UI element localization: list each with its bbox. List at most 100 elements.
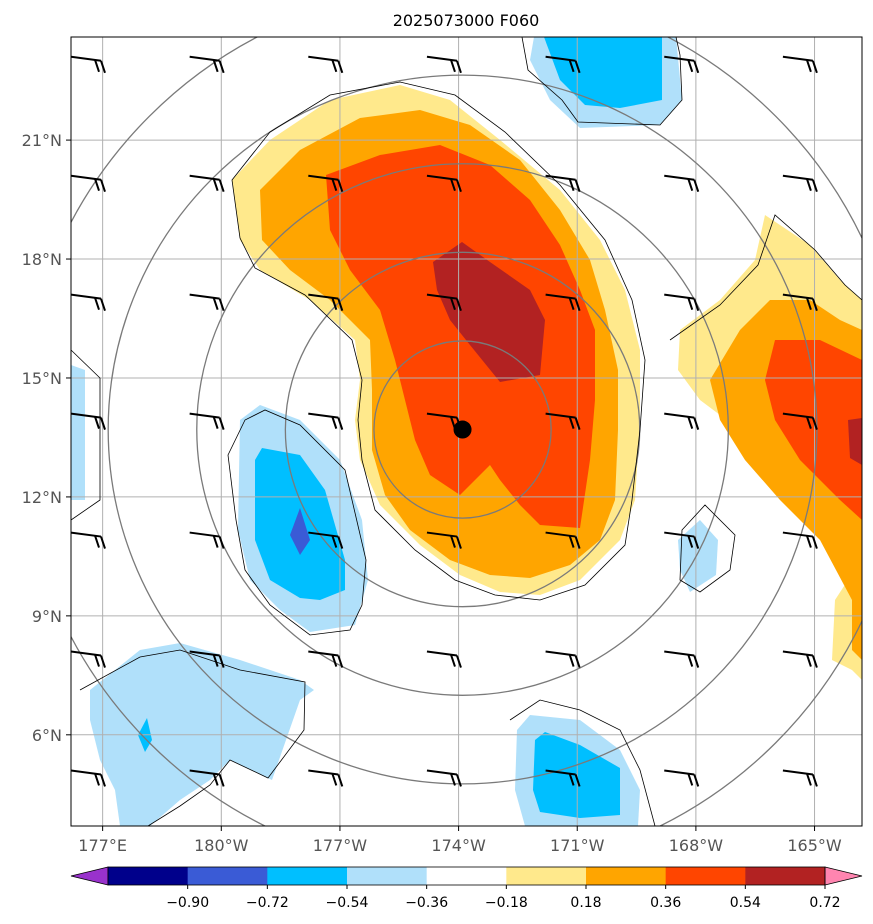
x-tick-label: 180°W xyxy=(194,836,249,855)
colorbar-segment xyxy=(586,867,667,885)
colorbar-segment xyxy=(506,867,587,885)
colorbar: −0.90 −0.72 −0.54 −0.36 −0.18 0.18 0.36 0.54 0.7… xyxy=(70,866,863,911)
wind-barb xyxy=(782,55,818,74)
y-tick-label: 6°N xyxy=(32,726,62,745)
wind-barb xyxy=(664,769,700,787)
x-tick-label: 177°W xyxy=(313,836,368,855)
x-tick-label: 177°E xyxy=(78,836,127,855)
wind-barb xyxy=(426,55,462,74)
wind-barb xyxy=(664,55,700,74)
wind-barb xyxy=(545,650,581,668)
grid-lines xyxy=(71,37,862,826)
wind-barb xyxy=(782,174,818,193)
wind-barb xyxy=(308,174,344,193)
wind-barbs xyxy=(71,55,818,787)
contour-outline xyxy=(509,699,656,826)
colorbar-tick-label: −0.72 xyxy=(246,895,289,911)
wind-barb xyxy=(545,769,581,787)
colorbar-segment xyxy=(187,867,268,885)
wind-barb xyxy=(426,531,462,549)
colorbar-tick-label: 0.72 xyxy=(809,895,840,911)
wind-barb xyxy=(308,650,344,668)
wind-barb xyxy=(71,531,106,549)
contour-outline xyxy=(679,504,736,593)
colorbar-frame xyxy=(107,866,826,886)
wind-barb xyxy=(782,412,818,430)
contour-fill-lBlue xyxy=(678,520,718,592)
contour-outline xyxy=(669,214,862,341)
colorbar-tick-label: −0.90 xyxy=(166,895,209,911)
x-tick-label: 168°W xyxy=(669,836,724,855)
contour-fill-red xyxy=(765,340,862,520)
colorbar-tick-label: −0.18 xyxy=(485,895,528,911)
wind-barb xyxy=(426,174,462,193)
wind-barb xyxy=(71,293,106,311)
wind-barb xyxy=(308,412,344,430)
wind-barb xyxy=(664,174,700,193)
y-axis: 6°N 9°N 12°N 15°N 18°N 21°N xyxy=(22,131,71,745)
wind-barb xyxy=(545,412,581,430)
wind-barb xyxy=(189,293,225,311)
wind-barb xyxy=(782,531,818,549)
colorbar-tick-label: 0.18 xyxy=(570,895,601,911)
chart-title: 2025073000 F060 xyxy=(393,11,540,30)
wind-barb xyxy=(545,174,581,193)
x-axis: 177°E 180°W 177°W 174°W 171°W 168°W 165°W xyxy=(78,826,842,855)
colorbar-extend-high xyxy=(824,866,863,886)
wind-barb xyxy=(664,412,700,430)
wind-barb xyxy=(664,293,700,311)
wind-barb xyxy=(71,650,106,668)
wind-barb xyxy=(189,174,225,193)
wind-barb xyxy=(308,531,344,549)
y-tick-label: 15°N xyxy=(22,369,62,388)
wind-barb xyxy=(664,650,700,668)
y-tick-label: 18°N xyxy=(22,250,62,269)
colorbar-segment xyxy=(267,867,348,885)
contour-fill-cyan xyxy=(544,37,662,108)
wind-barb xyxy=(782,769,818,787)
contour-fill-lBlue xyxy=(71,365,85,500)
plot-frame xyxy=(70,36,863,827)
wind-barb xyxy=(189,769,225,787)
wind-barb xyxy=(426,293,462,311)
contour-fill-red xyxy=(326,145,595,528)
y-tick-label: 9°N xyxy=(32,607,62,626)
wind-barb xyxy=(426,650,462,668)
wind-barb xyxy=(782,650,818,668)
wind-barb xyxy=(664,531,700,549)
wind-barb xyxy=(189,55,225,74)
wind-barb xyxy=(545,293,581,311)
wind-barb xyxy=(782,293,818,311)
wind-barb xyxy=(71,769,106,787)
contour-outlines xyxy=(71,37,862,826)
colorbar-segment xyxy=(347,867,428,885)
range-ring xyxy=(196,163,729,696)
x-tick-label: 171°W xyxy=(550,836,605,855)
contour-fill-nBlue xyxy=(290,508,310,555)
wind-barb xyxy=(189,531,225,549)
colorbar-segment xyxy=(745,867,826,885)
contour-outline xyxy=(521,37,683,126)
colorbar-tick-label: −0.54 xyxy=(326,895,369,911)
contour-fill-dRed xyxy=(433,242,545,382)
wind-barb xyxy=(308,769,344,787)
plot-area xyxy=(71,37,862,826)
contour-fill-dRed xyxy=(848,418,862,465)
wind-barb xyxy=(189,650,225,668)
wind-barb xyxy=(545,55,581,74)
wind-barb xyxy=(71,412,106,430)
colorbar-extend-low xyxy=(70,866,109,886)
contour-outline xyxy=(71,349,101,521)
wind-barb xyxy=(426,769,462,787)
wind-barb xyxy=(189,412,225,430)
range-ring xyxy=(373,340,552,519)
colorbar-tick-label: 0.36 xyxy=(650,895,681,911)
x-tick-label: 165°W xyxy=(787,836,842,855)
wind-barb xyxy=(71,174,106,193)
colorbar-segment xyxy=(108,867,189,885)
wind-barb xyxy=(308,55,344,74)
contour-outline xyxy=(227,409,367,636)
wind-barb xyxy=(308,293,344,311)
wind-barb xyxy=(71,55,106,74)
